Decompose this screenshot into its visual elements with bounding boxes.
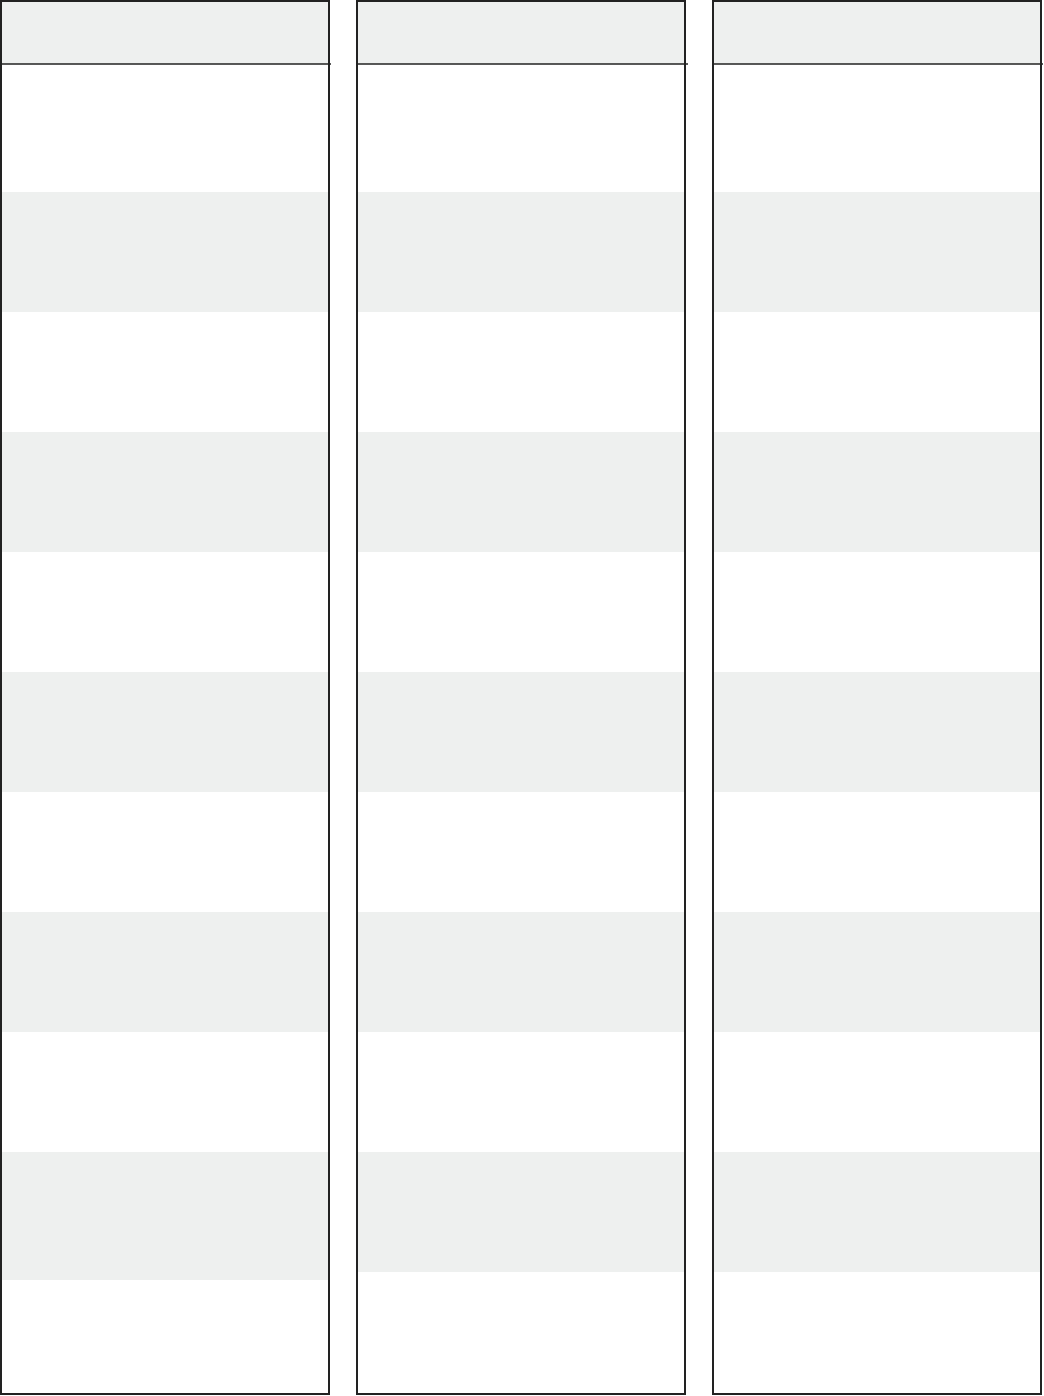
column	[712, 0, 1043, 1395]
row-stripe	[2, 432, 328, 552]
column	[0, 0, 331, 1395]
row-stripe	[2, 672, 328, 792]
row-stripe	[2, 912, 328, 1032]
row-stripe	[2, 1152, 328, 1280]
row-stripe	[714, 192, 1040, 312]
column-border	[356, 0, 686, 1395]
row-stripe	[358, 192, 684, 312]
header-cell	[1, 1, 329, 64]
row-stripe	[714, 672, 1040, 792]
row-stripe	[2, 192, 328, 312]
row-stripe	[358, 912, 684, 1032]
header-cell	[713, 1, 1041, 64]
row-stripe	[714, 432, 1040, 552]
column-border	[712, 0, 1042, 1395]
row-stripe	[714, 1152, 1040, 1272]
header-cell	[357, 1, 685, 64]
row-stripe	[358, 432, 684, 552]
column	[356, 0, 688, 1395]
row-stripe	[358, 1152, 684, 1272]
row-stripe	[358, 672, 684, 792]
column-border	[0, 0, 330, 1395]
row-stripe	[714, 912, 1040, 1032]
